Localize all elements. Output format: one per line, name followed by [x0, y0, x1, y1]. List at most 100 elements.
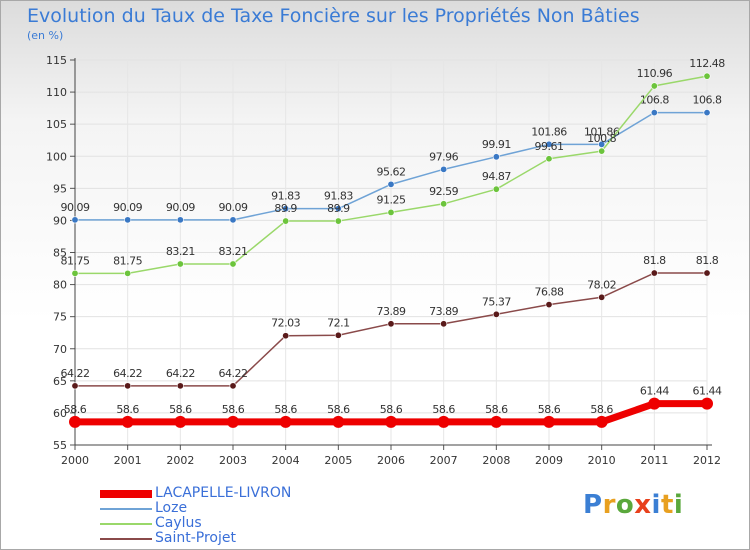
y-tick-label: 110 [46, 86, 67, 99]
data-point [71, 382, 79, 390]
data-label: 90.09 [219, 201, 248, 214]
x-tick-label: 2011 [640, 454, 668, 467]
data-point [440, 200, 448, 208]
data-point [703, 109, 711, 117]
data-label: 90.09 [166, 201, 195, 214]
data-label: 58.6 [590, 403, 613, 416]
data-point [334, 331, 342, 339]
data-label: 73.89 [377, 305, 406, 318]
data-point [437, 415, 450, 428]
legend-swatch [100, 508, 152, 510]
data-point [440, 165, 448, 173]
data-point [229, 382, 237, 390]
data-point [387, 320, 395, 328]
data-label: 58.6 [327, 403, 350, 416]
data-point [334, 205, 342, 213]
y-tick-label: 105 [46, 118, 67, 131]
data-label: 61.44 [640, 385, 669, 398]
y-tick-label: 75 [53, 311, 67, 324]
data-label: 58.6 [116, 403, 139, 416]
data-label: 106.8 [693, 94, 722, 107]
data-label: 81.8 [696, 254, 719, 267]
data-label: 58.6 [380, 403, 403, 416]
y-tick-label: 65 [53, 375, 67, 388]
data-label: 89.9 [327, 202, 350, 215]
data-point [648, 397, 661, 410]
y-tick-label: 55 [53, 439, 67, 452]
data-label: 101.86 [584, 125, 620, 138]
data-label: 64.22 [166, 367, 195, 380]
data-label: 58.6 [169, 403, 192, 416]
x-tick-label: 2006 [377, 454, 405, 467]
data-point [334, 217, 342, 225]
data-point [650, 82, 658, 90]
data-point [492, 153, 500, 161]
data-label: 72.1 [327, 316, 350, 329]
data-label: 95.62 [377, 165, 406, 178]
data-point [650, 109, 658, 117]
data-label: 83.21 [219, 245, 248, 258]
y-tick-label: 70 [53, 343, 67, 356]
data-label: 90.09 [113, 201, 142, 214]
data-point [703, 72, 711, 80]
data-label: 112.48 [689, 57, 725, 70]
y-tick-label: 95 [53, 182, 67, 195]
data-label: 73.89 [429, 305, 458, 318]
data-point [121, 415, 134, 428]
chart-title: Evolution du Taux de Taxe Foncière sur l… [27, 5, 640, 27]
data-label: 58.6 [538, 403, 561, 416]
data-label: 78.02 [587, 278, 616, 291]
data-label: 58.6 [222, 403, 245, 416]
y-tick-label: 85 [53, 247, 67, 260]
data-label: 92.59 [429, 185, 458, 198]
x-tick-label: 2005 [324, 454, 352, 467]
x-tick-label: 2010 [588, 454, 616, 467]
legend-label: LACAPELLE-LIVRON [155, 485, 292, 501]
data-point [598, 140, 606, 148]
data-label: 91.83 [271, 190, 300, 203]
data-label: 90.09 [61, 201, 90, 214]
data-point [598, 147, 606, 155]
data-point [440, 320, 448, 328]
logo-letter: P [583, 490, 603, 520]
data-label: 83.21 [166, 245, 195, 258]
legend-item: Saint-Projet [100, 530, 330, 546]
x-tick-label: 2004 [272, 454, 300, 467]
data-label: 64.22 [219, 367, 248, 380]
data-point [124, 382, 132, 390]
data-label: 81.8 [643, 254, 666, 267]
legend-label: Caylus [155, 515, 202, 531]
y-tick-label: 80 [53, 279, 67, 292]
data-point [71, 216, 79, 224]
data-label: 97.96 [429, 150, 458, 163]
x-tick-label: 2009 [535, 454, 563, 467]
data-point [176, 216, 184, 224]
data-point [385, 415, 397, 428]
data-point [174, 415, 187, 428]
chart-legend: LACAPELLE-LIVRON Loze Caylus Saint-Projet [100, 485, 330, 546]
data-label: 75.37 [482, 295, 511, 308]
data-point [387, 208, 395, 216]
data-point [650, 269, 658, 277]
logo-letter: t [660, 490, 674, 520]
data-point [545, 301, 553, 309]
data-label: 99.91 [482, 138, 511, 151]
legend-swatch [100, 538, 152, 540]
chart-unit-label: (en %) [27, 29, 64, 42]
x-tick-label: 2007 [430, 454, 458, 467]
y-tick-label: 100 [46, 150, 67, 163]
x-tick-label: 2001 [114, 454, 142, 467]
logo-letter: x [634, 490, 652, 520]
data-point [545, 140, 553, 148]
data-point [229, 216, 237, 224]
legend-item: Caylus [100, 515, 330, 531]
data-label: 99.61 [535, 140, 564, 153]
data-label: 106.8 [640, 94, 669, 107]
data-point [387, 180, 395, 188]
x-tick-label: 2012 [693, 454, 721, 467]
data-point [279, 415, 292, 428]
data-point [229, 260, 237, 268]
y-tick-label: 90 [53, 214, 67, 227]
data-label: 64.22 [113, 367, 142, 380]
data-label: 58.6 [274, 403, 297, 416]
